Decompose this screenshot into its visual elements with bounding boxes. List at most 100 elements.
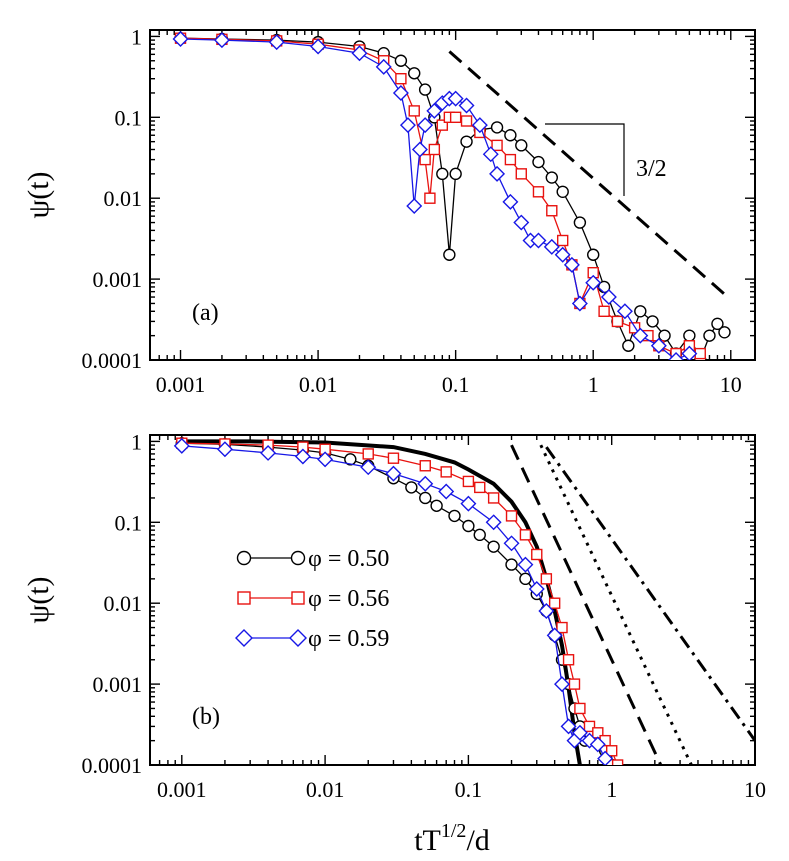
point-diamond (438, 483, 455, 500)
point-diamond (632, 327, 649, 344)
point-square (387, 452, 400, 464)
y-tick-label: 0.1 (115, 510, 143, 535)
point-circle (683, 329, 696, 342)
point-diamond (681, 345, 698, 360)
point-square (474, 481, 486, 494)
y-tick-label: 0.001 (93, 672, 143, 697)
panel-b: 0.001 0.01 0.1 1 10 0.0001 0.001 0.01 0.1 1 (b) ψ… (22, 429, 766, 857)
point-diamond (530, 232, 547, 249)
series-diamond (173, 437, 614, 765)
panel-b-xlabel: tT1/2/d (414, 820, 490, 857)
legend-label-059: φ = 0.59 (308, 626, 389, 652)
legend-label-050: φ = 0.50 (308, 546, 389, 572)
point-diamond (543, 238, 560, 255)
x-tick-label: 10 (720, 372, 742, 397)
panel-a-ticks: 0.001 0.01 0.1 1 10 0.0001 0.001 0.01 0.1 1 (82, 24, 755, 397)
y-tick-label: 0.001 (93, 267, 143, 292)
point-circle (344, 453, 357, 466)
point-diamond (417, 117, 434, 134)
point-circle (490, 121, 504, 134)
point-diamond (485, 514, 502, 531)
legend-label-056: φ = 0.56 (308, 586, 389, 612)
x-tick-label: 10 (744, 777, 766, 802)
panel-a: 0.001 0.01 0.1 1 10 0.0001 0.001 0.01 0.1 1 (a) ψ… (22, 24, 756, 397)
y-tick-label: 1 (131, 429, 142, 454)
slope-annotation: 3/2 (636, 156, 667, 182)
y-tick-label: 0.1 (115, 105, 143, 130)
point-diamond (385, 465, 402, 482)
point-diamond (503, 535, 520, 552)
point-circle (718, 326, 731, 339)
point-square (449, 111, 462, 124)
point-diamond (411, 141, 428, 158)
x-tick-label: 0.01 (299, 372, 338, 397)
point-diamond (294, 448, 311, 465)
point-diamond (460, 495, 477, 512)
point-circle (449, 167, 462, 181)
point-diamond (538, 603, 555, 620)
point-circle (703, 329, 716, 342)
point-diamond (173, 437, 190, 454)
point-square (419, 460, 431, 472)
point-square (605, 745, 618, 757)
point-square (491, 139, 503, 152)
dash-dot-power-law (545, 446, 755, 742)
point-diamond (650, 337, 667, 354)
x-tick-label: 0.1 (442, 372, 470, 397)
panel-a-series (172, 30, 731, 360)
point-square (556, 621, 568, 634)
point-square (531, 548, 543, 561)
point-diamond (317, 451, 334, 468)
point-square (419, 153, 431, 166)
point-diamond (560, 718, 577, 735)
point-circle (573, 216, 587, 229)
point-diamond (589, 736, 606, 753)
series-line (180, 38, 690, 360)
point-diamond (399, 117, 416, 134)
point-square (540, 573, 553, 585)
legend-entry-050: φ = 0.50 (236, 546, 389, 572)
point-diamond (563, 256, 580, 273)
panel-b-reference-lines (181, 439, 755, 765)
point-circle (473, 528, 486, 542)
xlabel-main: tT (414, 824, 441, 857)
xlabel-tail: /d (466, 824, 489, 857)
point-diamond (458, 97, 475, 114)
point-diamond (351, 45, 368, 62)
dashed-power-law (510, 444, 663, 765)
x-tick-label: 0.1 (455, 777, 483, 802)
point-circle (448, 509, 461, 523)
y-tick-label: 0.0001 (82, 753, 143, 778)
point-square (548, 597, 561, 609)
point-diamond (554, 676, 570, 693)
point-square (440, 466, 452, 478)
point-square (362, 448, 374, 460)
point-circle (505, 558, 518, 571)
point-circle (658, 329, 671, 342)
point-diamond (375, 58, 392, 75)
point-diamond (546, 627, 563, 644)
point-square (395, 73, 407, 85)
point-diamond (471, 117, 488, 134)
point-diamond (517, 556, 534, 573)
point-circle (519, 572, 532, 586)
point-circle (504, 129, 517, 142)
legend-entry-059: φ = 0.59 (235, 626, 389, 652)
x-tick-label: 0.001 (156, 372, 206, 397)
point-circle (394, 54, 408, 67)
panel-b-frame (149, 434, 756, 766)
series-circle (174, 32, 731, 360)
point-diamond (426, 102, 443, 119)
point-diamond (513, 214, 530, 231)
point-circle (587, 248, 600, 261)
point-circle (622, 339, 635, 352)
y-tick-label: 0.01 (104, 186, 143, 211)
point-square (519, 529, 532, 541)
point-diamond (310, 38, 327, 55)
point-circle (556, 185, 569, 198)
point-diamond (392, 84, 409, 101)
point-diamond (668, 352, 685, 360)
point-circle (430, 499, 443, 512)
point-circle (634, 305, 647, 318)
